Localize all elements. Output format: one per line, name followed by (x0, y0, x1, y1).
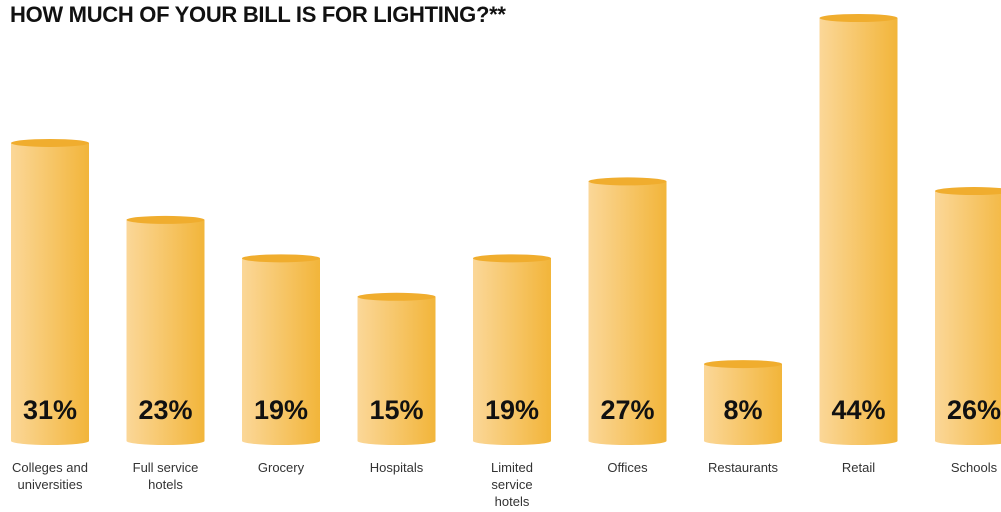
bar-top (935, 187, 1001, 196)
bar-base (357, 437, 436, 445)
value-label-retail: 44% (831, 395, 885, 425)
bar-body (473, 258, 551, 441)
bar-base (242, 437, 320, 445)
value-label-grocery: 19% (254, 395, 308, 425)
bar-body (357, 296, 436, 441)
bar-retail (819, 14, 898, 445)
bar-body (126, 219, 205, 441)
bar-top (357, 292, 436, 301)
bars-group (11, 14, 1001, 445)
chart-title: HOW MUCH OF YOUR BILL IS FOR LIGHTING?** (10, 2, 506, 27)
bar-colleges-and-universities (11, 138, 89, 445)
bar-body (588, 181, 667, 441)
category-label-offices: Offices (607, 460, 648, 475)
category-label-hospitals: Hospitals (370, 460, 424, 475)
category-label-schools: Schools (951, 460, 998, 475)
value-label-hospitals: 15% (369, 395, 423, 425)
category-label-grocery: Grocery (258, 460, 305, 475)
bar-base (11, 437, 89, 445)
bar-top (473, 254, 551, 263)
bar-restaurants (704, 360, 782, 445)
category-label-full-service-hotels: Full service hotels (133, 460, 199, 492)
value-labels-group: 31% 23% 19% 15% 19% 27% 8% 44% 26% (23, 395, 1001, 425)
bar-grocery (242, 254, 320, 445)
bar-base (473, 437, 551, 445)
bar-body (242, 258, 320, 441)
value-label-schools: 26% (947, 395, 1001, 425)
category-label-retail: Retail (842, 460, 875, 475)
bar-top (819, 14, 898, 22)
bar-top (588, 177, 667, 186)
bar-schools (935, 187, 1001, 445)
value-label-colleges-and-universities: 31% (23, 395, 77, 425)
bar-top (11, 138, 89, 147)
value-label-restaurants: 8% (723, 395, 762, 425)
category-label-restaurants: Restaurants (708, 460, 779, 475)
category-label-colleges-and-universities: Colleges and universities (12, 460, 88, 492)
bar-base (819, 437, 898, 445)
bar-hospitals (357, 292, 436, 445)
bar-top (126, 215, 205, 224)
category-label-limited-service-hotels: Limited service hotels (491, 460, 533, 509)
bar-body (819, 18, 898, 441)
bar-base (588, 437, 667, 445)
bar-body (935, 191, 1001, 441)
bar-body (704, 364, 782, 441)
value-label-offices: 27% (600, 395, 654, 425)
bar-top (242, 254, 320, 263)
bar-offices (588, 177, 667, 445)
value-label-limited-service-hotels: 19% (485, 395, 539, 425)
category-labels-group: Colleges and universities Full service hote… (12, 460, 998, 509)
bar-base (126, 437, 205, 445)
bar-base (704, 437, 782, 445)
bar-full-service-hotels (126, 215, 205, 445)
bar-body (11, 142, 89, 441)
value-label-full-service-hotels: 23% (138, 395, 192, 425)
bar-base (935, 437, 1001, 445)
bar-top (704, 360, 782, 369)
bar-limited-service-hotels (473, 254, 551, 445)
